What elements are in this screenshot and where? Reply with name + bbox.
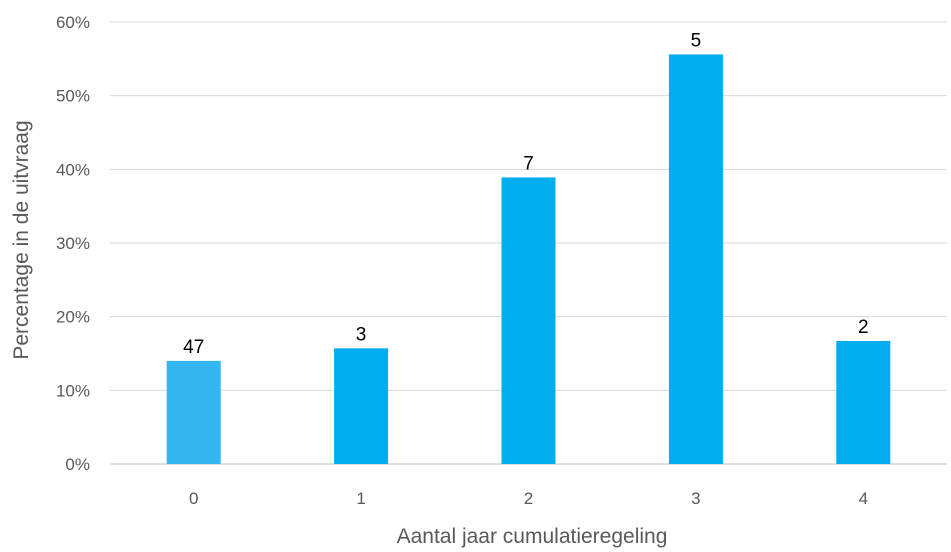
- y-tick-label: 20%: [56, 308, 90, 327]
- bar-data-label: 7: [523, 153, 534, 174]
- y-axis-title: Percentage in de uitvraag: [10, 120, 33, 359]
- x-tick-label: 3: [691, 489, 700, 508]
- bar: [166, 360, 221, 464]
- y-tick-label: 10%: [56, 381, 90, 400]
- bar: [501, 177, 556, 465]
- bar-data-label: 47: [183, 337, 204, 358]
- data-labels: 47 3 7 5 2: [183, 30, 868, 357]
- y-tick-label: 0%: [65, 455, 90, 474]
- bar-data-label: 2: [858, 317, 869, 338]
- bars: [166, 54, 891, 465]
- x-tick-label: 1: [356, 489, 365, 508]
- y-tick-label: 30%: [56, 234, 90, 253]
- x-tick-label: 0: [189, 489, 198, 508]
- x-axis-ticks: 0 1 2 3 4: [189, 489, 868, 508]
- y-tick-label: 50%: [56, 87, 90, 106]
- bar: [668, 54, 723, 465]
- x-tick-label: 2: [524, 489, 533, 508]
- x-axis-title: Aantal jaar cumulatieregeling: [397, 525, 668, 548]
- y-axis-ticks: 0% 10% 20% 30% 40% 50% 60%: [56, 13, 90, 474]
- bar: [334, 348, 389, 464]
- bar: [836, 340, 891, 464]
- y-tick-label: 60%: [56, 13, 90, 32]
- x-tick-label: 4: [859, 489, 868, 508]
- y-tick-label: 40%: [56, 160, 90, 179]
- bar-data-label: 3: [356, 324, 367, 345]
- bar-data-label: 5: [691, 30, 702, 51]
